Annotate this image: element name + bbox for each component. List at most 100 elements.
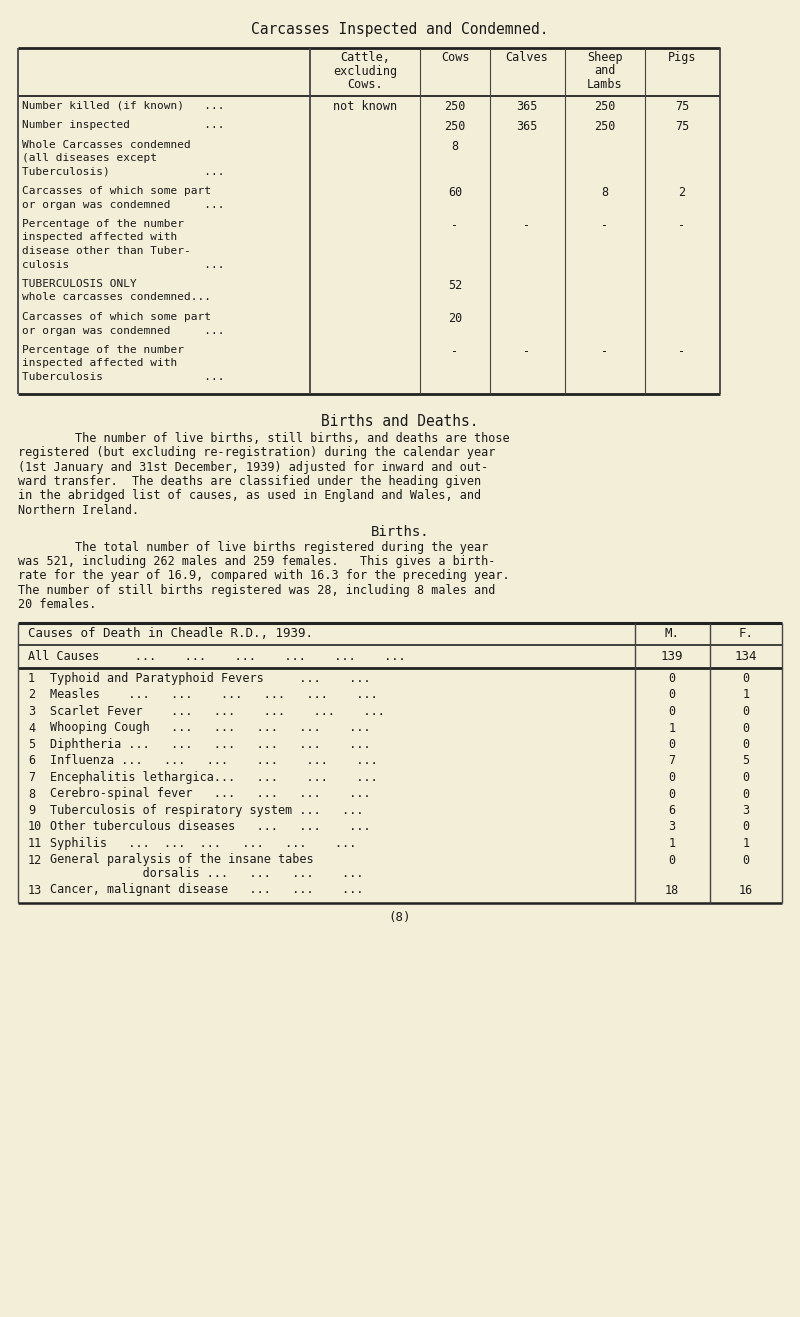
Text: 0: 0	[669, 788, 675, 801]
Text: 20 females.: 20 females.	[18, 598, 96, 611]
Text: 1: 1	[669, 838, 675, 849]
Text: excluding: excluding	[333, 65, 397, 78]
Text: rate for the year of 16.9, compared with 16.3 for the preceding year.: rate for the year of 16.9, compared with…	[18, 569, 510, 582]
Text: or organ was condemned     ...: or organ was condemned ...	[22, 325, 225, 336]
Text: Typhoid and Paratyphoid Fevers     ...    ...: Typhoid and Paratyphoid Fevers ... ...	[50, 672, 370, 685]
Text: was 521, including 262 males and 259 females.   This gives a birth-: was 521, including 262 males and 259 fem…	[18, 554, 495, 568]
Text: 0: 0	[742, 820, 750, 834]
Text: Northern Ireland.: Northern Ireland.	[18, 504, 139, 518]
Text: 75: 75	[675, 100, 689, 113]
Text: General paralysis of the insane tabes: General paralysis of the insane tabes	[50, 853, 314, 867]
Text: 5: 5	[28, 738, 35, 751]
Text: -: -	[602, 345, 609, 358]
Text: Whole Carcasses condemned: Whole Carcasses condemned	[22, 140, 190, 150]
Text: Diphtheria ...   ...   ...   ...   ...    ...: Diphtheria ... ... ... ... ... ...	[50, 738, 370, 751]
Text: 1: 1	[742, 689, 750, 702]
Text: Percentage of the number: Percentage of the number	[22, 345, 184, 356]
Text: 0: 0	[742, 705, 750, 718]
Text: Carcasses of which some part: Carcasses of which some part	[22, 312, 211, 321]
Text: 0: 0	[669, 738, 675, 751]
Text: in the abridged list of causes, as used in England and Wales, and: in the abridged list of causes, as used …	[18, 490, 481, 503]
Text: Births and Deaths.: Births and Deaths.	[322, 414, 478, 428]
Text: Cows.: Cows.	[347, 78, 383, 91]
Text: 134: 134	[734, 649, 758, 662]
Text: disease other than Tuber-: disease other than Tuber-	[22, 246, 190, 255]
Text: Other tuberculous diseases   ...   ...    ...: Other tuberculous diseases ... ... ...	[50, 820, 370, 834]
Text: 0: 0	[742, 788, 750, 801]
Text: Scarlet Fever    ...   ...    ...    ...    ...: Scarlet Fever ... ... ... ... ...	[50, 705, 385, 718]
Text: (all diseases except: (all diseases except	[22, 153, 157, 163]
Text: 5: 5	[742, 755, 750, 768]
Text: Tuberculosis of respiratory system ...   ...: Tuberculosis of respiratory system ... .…	[50, 803, 363, 817]
Text: Sheep: Sheep	[587, 51, 623, 65]
Text: 250: 250	[444, 100, 466, 113]
Text: 0: 0	[742, 738, 750, 751]
Text: Tuberculosis)              ...: Tuberculosis) ...	[22, 166, 225, 176]
Text: -: -	[678, 219, 686, 232]
Text: 1: 1	[28, 672, 35, 685]
Text: inspected affected with: inspected affected with	[22, 233, 178, 242]
Text: -: -	[523, 345, 530, 358]
Text: 0: 0	[742, 853, 750, 867]
Text: 6: 6	[28, 755, 35, 768]
Text: Cattle,: Cattle,	[340, 51, 390, 65]
Text: 16: 16	[739, 884, 753, 897]
Text: 8: 8	[28, 788, 35, 801]
Text: Lambs: Lambs	[587, 78, 623, 91]
Text: 3: 3	[742, 803, 750, 817]
Text: -: -	[678, 345, 686, 358]
Text: 3: 3	[28, 705, 35, 718]
Text: -: -	[451, 345, 458, 358]
Text: 9: 9	[28, 803, 35, 817]
Text: or organ was condemned     ...: or organ was condemned ...	[22, 199, 225, 209]
Text: 4: 4	[28, 722, 35, 735]
Text: 0: 0	[669, 672, 675, 685]
Text: Births.: Births.	[370, 524, 430, 539]
Text: ward transfer.  The deaths are classified under the heading given: ward transfer. The deaths are classified…	[18, 475, 481, 489]
Text: 20: 20	[448, 312, 462, 325]
Text: 250: 250	[444, 120, 466, 133]
Text: 250: 250	[594, 100, 616, 113]
Text: 1: 1	[669, 722, 675, 735]
Text: inspected affected with: inspected affected with	[22, 358, 178, 369]
Text: 60: 60	[448, 186, 462, 199]
Text: whole carcasses condemned...: whole carcasses condemned...	[22, 292, 211, 303]
Text: M.: M.	[665, 627, 679, 640]
Text: 139: 139	[661, 649, 683, 662]
Text: 0: 0	[669, 770, 675, 784]
Text: 0: 0	[669, 689, 675, 702]
Text: Number inspected           ...: Number inspected ...	[22, 120, 225, 130]
Text: -: -	[602, 219, 609, 232]
Text: (8): (8)	[389, 911, 411, 925]
Text: 0: 0	[669, 705, 675, 718]
Text: Percentage of the number: Percentage of the number	[22, 219, 184, 229]
Text: not known: not known	[333, 100, 397, 113]
Text: The number of still births registered was 28, including 8 males and: The number of still births registered wa…	[18, 583, 495, 597]
Text: Tuberculosis               ...: Tuberculosis ...	[22, 371, 225, 382]
Text: 7: 7	[669, 755, 675, 768]
Text: Number killed (if known)   ...: Number killed (if known) ...	[22, 100, 225, 111]
Text: registered (but excluding re-registration) during the calendar year: registered (but excluding re-registratio…	[18, 446, 495, 460]
Text: 75: 75	[675, 120, 689, 133]
Text: 11: 11	[28, 838, 42, 849]
Text: The total number of live births registered during the year: The total number of live births register…	[18, 540, 488, 553]
Text: 365: 365	[516, 100, 538, 113]
Text: (1st January and 31st December, 1939) adjusted for inward and out-: (1st January and 31st December, 1939) ad…	[18, 461, 488, 474]
Text: 0: 0	[742, 770, 750, 784]
Text: 52: 52	[448, 279, 462, 292]
Text: Cerebro-spinal fever   ...   ...   ...    ...: Cerebro-spinal fever ... ... ... ...	[50, 788, 370, 801]
Text: 365: 365	[516, 120, 538, 133]
Text: 8: 8	[451, 140, 458, 153]
Text: 7: 7	[28, 770, 35, 784]
Text: TUBERCULOSIS ONLY: TUBERCULOSIS ONLY	[22, 279, 137, 288]
Text: 1: 1	[742, 838, 750, 849]
Text: Syphilis   ...  ...  ...   ...   ...    ...: Syphilis ... ... ... ... ... ...	[50, 838, 356, 849]
Text: culosis                    ...: culosis ...	[22, 259, 225, 270]
Text: 18: 18	[665, 884, 679, 897]
Text: All Causes     ...    ...    ...    ...    ...    ...: All Causes ... ... ... ... ... ...	[28, 649, 406, 662]
Text: 0: 0	[669, 853, 675, 867]
Text: Calves: Calves	[506, 51, 548, 65]
Text: -: -	[523, 219, 530, 232]
Text: Carcasses Inspected and Condemned.: Carcasses Inspected and Condemned.	[251, 22, 549, 37]
Text: Measles    ...   ...    ...   ...   ...    ...: Measles ... ... ... ... ... ...	[50, 689, 378, 702]
